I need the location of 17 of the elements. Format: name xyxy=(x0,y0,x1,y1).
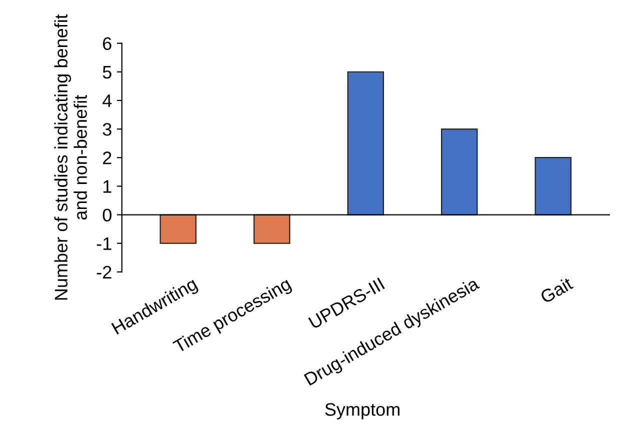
bar xyxy=(254,214,290,244)
bar xyxy=(160,214,196,244)
bar xyxy=(534,157,572,216)
y-tick-label: -1 xyxy=(96,237,112,250)
y-tick-label: 2 xyxy=(103,152,112,164)
y-tick-label: 6 xyxy=(103,37,112,50)
y-tick-label: 4 xyxy=(102,94,112,107)
bar xyxy=(347,71,384,216)
y-tick-label: 3 xyxy=(102,122,112,136)
y-tick-label: 1 xyxy=(103,180,112,193)
y-tick-label: 0 xyxy=(102,208,112,222)
x-tick-label: Gait xyxy=(539,276,574,304)
y-tick-label: -2 xyxy=(96,266,112,278)
y-axis-title: Number of studies indicating benefit and non-benefit xyxy=(54,14,87,300)
bar xyxy=(441,128,478,216)
y-tick-label: 5 xyxy=(102,66,112,79)
x-axis-title: Symptom xyxy=(325,403,400,420)
